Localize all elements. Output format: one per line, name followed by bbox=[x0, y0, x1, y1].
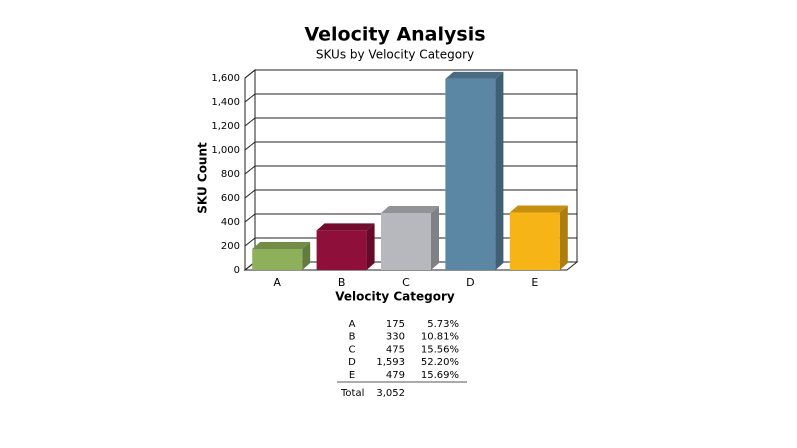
table-category: B bbox=[349, 332, 356, 343]
bar-top bbox=[445, 71, 504, 79]
table-category: D bbox=[348, 357, 356, 368]
bar-top bbox=[316, 223, 375, 231]
table-percent: 15.69% bbox=[421, 370, 459, 381]
x-tick-label: C bbox=[402, 276, 410, 289]
grid-line bbox=[244, 237, 256, 247]
table-total-label: Total bbox=[340, 388, 364, 399]
table-category: C bbox=[349, 344, 356, 355]
x-tick-label: A bbox=[273, 276, 281, 289]
bar-side bbox=[366, 223, 375, 270]
grid-line bbox=[244, 189, 256, 199]
bar-top bbox=[252, 242, 311, 249]
table-total: 3,052 bbox=[376, 388, 405, 399]
y-tick-label: 600 bbox=[221, 193, 240, 204]
x-tick-label: D bbox=[466, 276, 474, 289]
bar bbox=[445, 78, 496, 270]
x-tick-label: B bbox=[338, 276, 346, 289]
table-percent: 5.73% bbox=[427, 319, 459, 330]
grid-line bbox=[244, 213, 256, 223]
y-tick-label: 1,400 bbox=[211, 97, 240, 108]
table-count: 479 bbox=[386, 370, 405, 381]
chart-title: Velocity Analysis bbox=[304, 24, 485, 46]
table-count: 1,593 bbox=[376, 357, 405, 368]
y-tick-label: 1,200 bbox=[211, 121, 240, 132]
grid-line bbox=[244, 69, 256, 79]
grid-line bbox=[244, 141, 256, 151]
chart-subtitle: SKUs by Velocity Category bbox=[316, 48, 474, 62]
y-tick-label: 200 bbox=[221, 241, 240, 252]
y-tick-label: 400 bbox=[221, 217, 240, 228]
y-tick-label: 800 bbox=[221, 169, 240, 180]
table-count: 175 bbox=[386, 319, 405, 330]
table-percent: 15.56% bbox=[421, 344, 459, 355]
table-percent: 10.81% bbox=[421, 332, 459, 343]
bar bbox=[381, 213, 431, 270]
grid-line bbox=[244, 93, 256, 103]
bar-side bbox=[302, 242, 311, 270]
y-tick-label: 1,600 bbox=[211, 73, 240, 84]
y-tick-label: 0 bbox=[234, 265, 240, 276]
bar-side bbox=[431, 206, 439, 270]
y-tick-label: 1,000 bbox=[211, 145, 240, 156]
bar-side bbox=[495, 71, 504, 270]
table-count: 475 bbox=[386, 344, 405, 355]
table-category: E bbox=[349, 370, 355, 381]
bar-top bbox=[509, 205, 568, 213]
bar bbox=[509, 212, 560, 270]
bar bbox=[316, 230, 367, 270]
grid-line bbox=[244, 117, 256, 127]
x-tick-label: E bbox=[531, 276, 538, 289]
table-percent: 52.20% bbox=[421, 357, 459, 368]
table-category: A bbox=[349, 319, 356, 330]
bar bbox=[252, 249, 303, 270]
grid-line bbox=[244, 165, 256, 175]
table-count: 330 bbox=[386, 332, 405, 343]
y-axis-label: SKU Count bbox=[196, 142, 210, 214]
bar-side bbox=[559, 205, 568, 270]
bar-top bbox=[381, 206, 439, 213]
x-axis-label: Velocity Category bbox=[335, 290, 455, 304]
